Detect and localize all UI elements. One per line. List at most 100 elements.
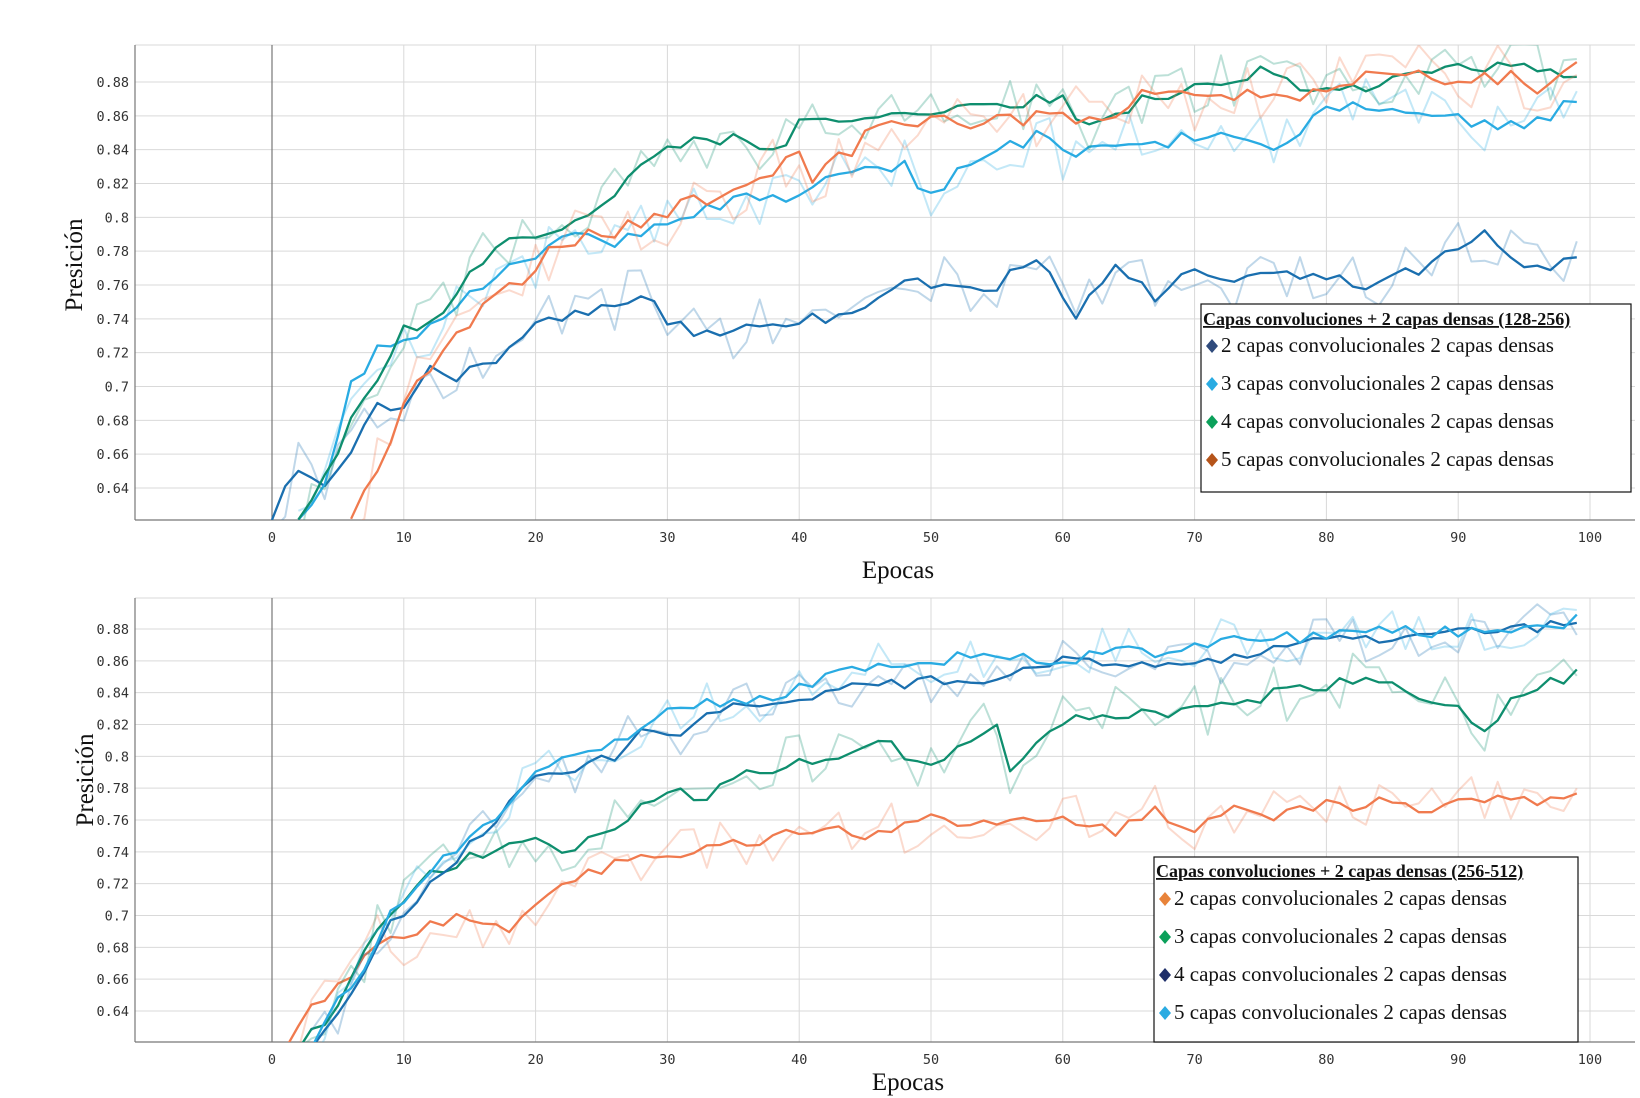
series-raw-line <box>305 652 1578 1042</box>
y-tick-label: 0.78 <box>96 244 129 260</box>
x-tick-label: 40 <box>791 530 807 546</box>
y-tick-label: 0.82 <box>96 177 129 193</box>
y-tick-label: 0.88 <box>96 622 129 638</box>
x-tick-label: 100 <box>1578 1052 1602 1068</box>
series-smoothed-line <box>287 792 1578 1042</box>
x-tick-label: 10 <box>396 530 412 546</box>
y-tick-label: 0.72 <box>96 346 129 362</box>
x-tick-label: 90 <box>1450 530 1466 546</box>
y-tick-label: 0.7 <box>105 380 129 396</box>
bottom-legend: Capas convoluciones + 2 capas densas (25… <box>1153 856 1579 1043</box>
series-smoothed-line <box>301 668 1578 1042</box>
x-tick-label: 20 <box>527 1052 543 1068</box>
top-x-axis-title: Epocas <box>862 557 934 584</box>
x-tick-label: 60 <box>1055 1052 1071 1068</box>
top-legend: Capas convoluciones + 2 capas densas (12… <box>1200 303 1632 493</box>
legend-diamond-icon <box>1159 930 1171 944</box>
y-tick-label: 0.82 <box>96 718 129 734</box>
y-tick-label: 0.78 <box>96 781 129 797</box>
y-tick-label: 0.86 <box>96 109 129 125</box>
y-tick-label: 0.76 <box>96 278 129 294</box>
top-legend-box <box>1200 303 1632 493</box>
x-tick-label: 100 <box>1578 530 1602 546</box>
bottom-chart: 0.64 0.66 0.68 0.7 0.72 0.74 0.76 0.78 0.8 0.82 0.… <box>72 597 1635 1096</box>
y-tick-label: 0.7 <box>105 909 129 925</box>
series-smoothed-line <box>350 61 1578 520</box>
y-tick-label: 0.66 <box>96 447 129 463</box>
legend-entry-label: 5 capas convolucionales 2 capas densas <box>1174 1000 1507 1024</box>
legend-diamond-icon <box>1206 453 1218 467</box>
x-tick-label: 80 <box>1318 530 1334 546</box>
top-chart: 0.64 0.66 0.68 0.7 0.72 0.74 0.76 0.78 0.8 0.82 0.… <box>61 44 1635 584</box>
x-tick-label: 60 <box>1055 530 1071 546</box>
series-raw-line <box>299 776 1578 1042</box>
bottom-x-tick-labels: 0 10 20 30 40 50 60 70 80 90 100 <box>268 1052 1602 1068</box>
x-tick-label: 0 <box>268 530 276 546</box>
top-y-axis-title: Presición <box>61 218 88 312</box>
series-raw-line <box>321 607 1577 1042</box>
legend-diamond-icon <box>1206 377 1218 391</box>
x-tick-label: 30 <box>659 530 675 546</box>
legend-entry-label: 4 capas convolucionales 2 capas densas <box>1221 409 1554 433</box>
bottom-gridlines <box>135 597 1635 1042</box>
bottom-legend-items: 2 capas convolucionales 2 capas densas 3 … <box>1159 886 1507 1024</box>
x-tick-label: 70 <box>1186 530 1202 546</box>
legend-diamond-icon <box>1159 1006 1171 1020</box>
x-tick-label: 0 <box>268 1052 276 1068</box>
top-x-tick-labels: 0 10 20 30 40 50 60 70 80 90 100 <box>268 530 1602 546</box>
legend-entry-label: 2 capas convolucionales 2 capas densas <box>1174 886 1507 910</box>
series-smoothed-line <box>270 229 1577 520</box>
y-tick-label: 0.8 <box>105 210 129 226</box>
x-tick-label: 20 <box>527 530 543 546</box>
series-raw-line <box>360 45 1578 520</box>
legend-entry-label: 2 capas convolucionales 2 capas densas <box>1221 333 1554 357</box>
top-legend-title: Capas convoluciones + 2 capas densas (12… <box>1203 309 1570 330</box>
x-tick-label: 30 <box>659 1052 675 1068</box>
y-tick-label: 0.86 <box>96 654 129 670</box>
y-tick-label: 0.8 <box>105 749 129 765</box>
y-tick-label: 0.74 <box>96 845 129 861</box>
top-y-tick-labels: 0.64 0.66 0.68 0.7 0.72 0.74 0.76 0.78 0.8 0.82 0.… <box>96 75 129 497</box>
x-tick-label: 50 <box>923 1052 939 1068</box>
y-tick-label: 0.84 <box>96 686 129 702</box>
x-tick-label: 70 <box>1186 1052 1202 1068</box>
y-tick-label: 0.84 <box>96 143 129 159</box>
y-tick-label: 0.68 <box>96 413 129 429</box>
x-tick-label: 10 <box>396 1052 412 1068</box>
x-tick-label: 80 <box>1318 1052 1334 1068</box>
legend-entry-label: 3 capas convolucionales 2 capas densas <box>1221 371 1554 395</box>
y-tick-label: 0.64 <box>96 481 129 497</box>
legend-entry-label: 4 capas convolucionales 2 capas densas <box>1174 962 1507 986</box>
legend-diamond-icon <box>1206 415 1218 429</box>
series-smoothed-line <box>297 61 1577 520</box>
y-tick-label: 0.68 <box>96 940 129 956</box>
legend-diamond-icon <box>1206 339 1218 353</box>
y-tick-label: 0.74 <box>96 312 129 328</box>
x-tick-label: 40 <box>791 1052 807 1068</box>
bottom-y-axis-title: Presición <box>72 733 99 827</box>
y-tick-label: 0.64 <box>96 1004 129 1020</box>
x-tick-label: 50 <box>923 530 939 546</box>
series-raw-line <box>310 603 1578 1035</box>
bottom-y-tick-labels: 0.64 0.66 0.68 0.7 0.72 0.74 0.76 0.78 0.8 0.82 0.… <box>96 622 129 1020</box>
bottom-legend-title: Capas convoluciones + 2 capas densas (25… <box>1156 861 1523 882</box>
series-smoothed-line <box>297 99 1577 520</box>
series-raw-line <box>280 222 1578 520</box>
legend-entry-label: 5 capas convolucionales 2 capas densas <box>1221 447 1554 471</box>
legend-diamond-icon <box>1159 968 1171 982</box>
y-tick-label: 0.88 <box>96 75 129 91</box>
y-tick-label: 0.72 <box>96 877 129 893</box>
series-raw-line <box>303 45 1577 520</box>
top-series-lines <box>270 45 1578 520</box>
top-legend-items: 2 capas convolucionales 2 capas densas 3 … <box>1206 333 1554 471</box>
series-raw-line <box>297 78 1578 512</box>
legend-diamond-icon <box>1159 892 1171 906</box>
x-tick-label: 90 <box>1450 1052 1466 1068</box>
bottom-series-lines <box>287 603 1578 1042</box>
top-axes <box>134 45 1635 521</box>
y-tick-label: 0.76 <box>96 813 129 829</box>
legend-entry-label: 3 capas convolucionales 2 capas densas <box>1174 924 1507 948</box>
bottom-legend-box <box>1153 856 1579 1043</box>
y-tick-label: 0.66 <box>96 972 129 988</box>
